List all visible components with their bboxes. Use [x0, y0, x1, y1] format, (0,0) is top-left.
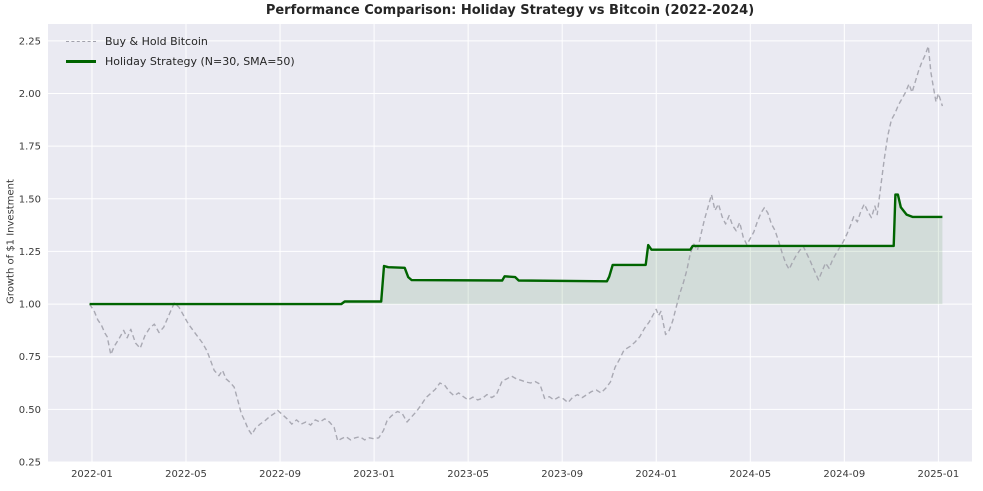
legend-item-buy-hold-bitcoin: Buy & Hold Bitcoin: [66, 31, 295, 51]
y-tick-label: 1.00: [19, 300, 41, 311]
plot-background: [48, 24, 972, 462]
solid-line-sample: [66, 59, 96, 63]
x-tick-label: 2022-09: [259, 469, 301, 480]
y-tick-label: 1.25: [19, 247, 41, 258]
x-tick-label: 2024-01: [635, 469, 677, 480]
y-tick-label: 0.50: [19, 405, 41, 416]
x-tick-label: 2022-05: [165, 469, 207, 480]
strategy-fill-area: [89, 194, 943, 305]
legend-label: Holiday Strategy (N=30, SMA=50): [105, 54, 295, 68]
legend-item-holiday-strategy: Holiday Strategy (N=30, SMA=50): [66, 51, 295, 71]
x-tick-label: 2024-09: [823, 469, 865, 480]
x-tick-label: 2025-01: [917, 469, 959, 480]
bitcoin-line: [89, 45, 944, 442]
x-tick-label: 2023-05: [447, 469, 489, 480]
y-axis-label: Growth of $1 Investment: [5, 179, 17, 304]
y-tick-label: 1.50: [19, 194, 41, 205]
x-tick-label: 2024-05: [729, 469, 771, 480]
x-tick-label: 2023-09: [541, 469, 583, 480]
legend-label: Buy & Hold Bitcoin: [105, 34, 208, 48]
legend: Buy & Hold Bitcoin Holiday Strategy (N=3…: [66, 31, 295, 71]
chart-title: Performance Comparison: Holiday Strategy…: [265, 3, 755, 18]
x-tick-label: 2023-01: [353, 469, 395, 480]
dashed-line-sample: [66, 40, 96, 42]
x-tick-label: 2022-01: [71, 469, 113, 480]
y-tick-label: 0.25: [19, 458, 41, 469]
y-tick-label: 2.00: [19, 89, 41, 100]
y-tick-label: 1.75: [19, 142, 41, 153]
y-tick-label: 0.75: [19, 352, 41, 363]
y-tick-label: 2.25: [19, 36, 41, 47]
strategy-line: [89, 193, 943, 306]
